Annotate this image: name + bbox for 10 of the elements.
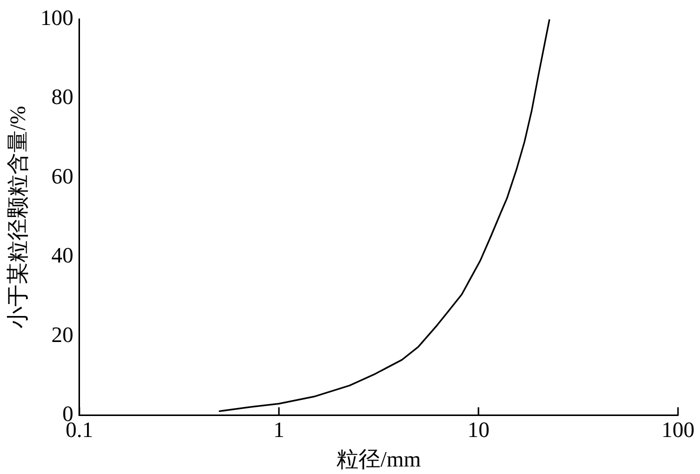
x-tick-label: 10 [467,417,490,442]
y-tick-label: 80 [51,84,74,110]
y-tick-label: 40 [51,242,74,268]
x-tick-label: 1 [273,417,284,442]
x-axis-title: 粒径/mm [336,446,421,472]
x-tick-label: 100 [662,417,694,442]
y-tick-label: 60 [51,163,74,188]
y-tick-label: 20 [51,322,74,347]
y-tick-label: 100 [40,4,74,30]
y-axis-title: 小于某粒径颗粒含量/% [4,106,30,328]
